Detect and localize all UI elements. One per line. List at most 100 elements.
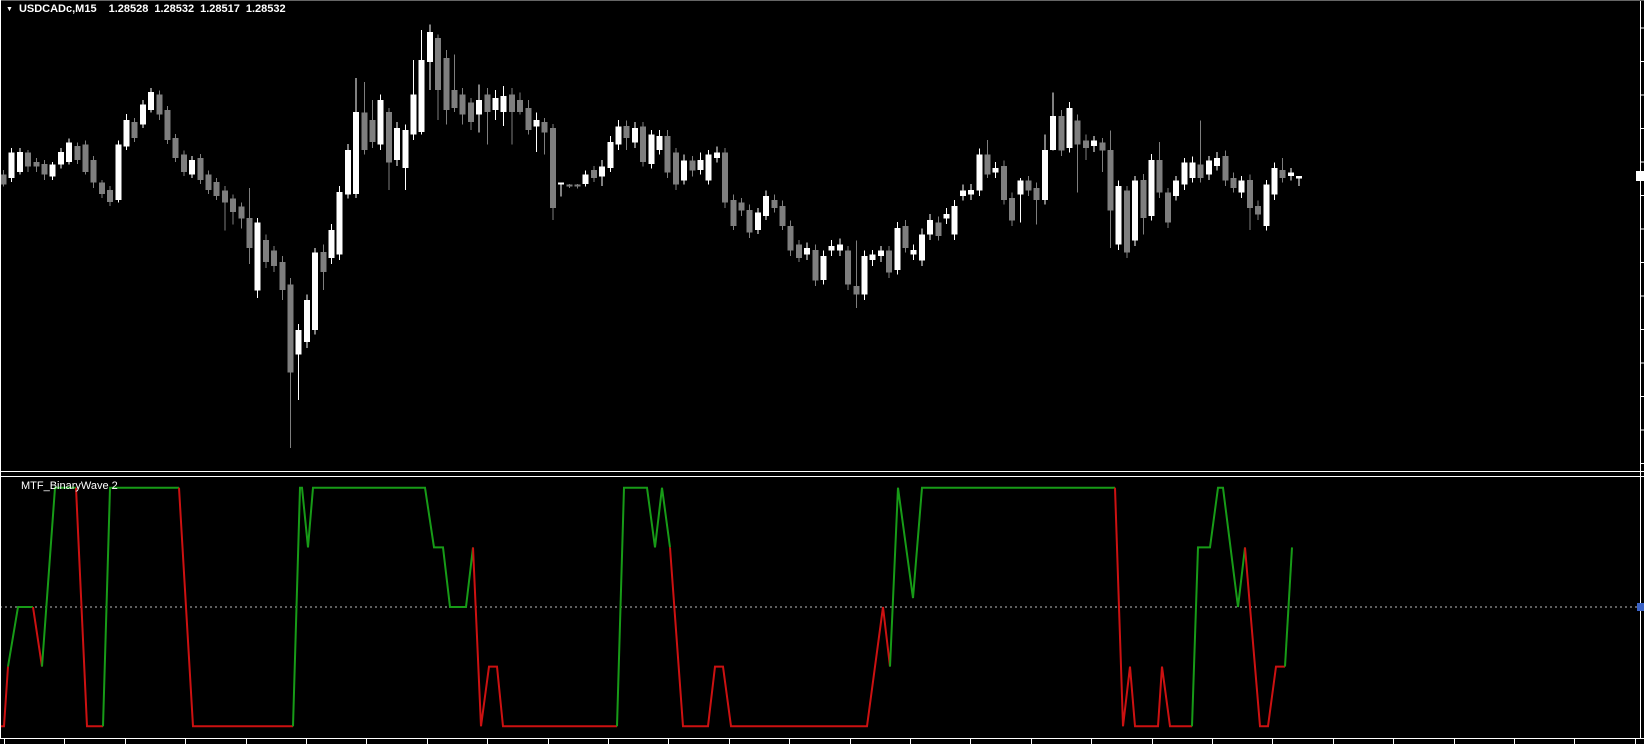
candle [1246,174,1253,230]
candle [451,54,458,112]
candle [16,148,23,175]
candle [262,234,269,268]
candle [246,188,253,264]
candle [377,94,384,150]
candle [1197,120,1204,183]
candle [328,224,335,264]
candle [984,140,991,178]
candle [279,256,286,300]
candle [607,136,614,172]
time-axis[interactable] [0,738,1644,744]
candle [861,250,868,300]
candle [763,190,770,220]
candle [221,186,228,231]
candle [943,208,950,224]
candle [541,118,548,155]
candle [574,184,581,189]
candle [549,124,556,220]
candle [336,186,343,260]
candle [968,184,975,200]
candle [910,244,917,260]
candle [213,178,220,200]
candle [623,120,630,150]
candle [566,184,573,188]
candle [189,156,196,178]
candle [1041,134,1048,205]
candle [66,138,73,165]
candle [369,100,376,148]
wave-segment-down [178,487,293,728]
candle [1115,180,1122,250]
candle [902,220,909,253]
candle [8,148,15,182]
indicator-value-marker [1637,603,1644,611]
candle [90,156,97,188]
pane-separator[interactable] [0,471,1644,477]
candle [271,246,278,272]
candle [49,162,56,180]
candle [615,120,622,150]
candle [57,148,64,169]
candle [1263,180,1270,231]
candle [730,194,737,230]
candle [123,114,130,150]
candle [410,60,417,140]
candle [631,122,638,148]
candle [1296,176,1303,186]
wave-segment-up [7,606,33,667]
candle [1287,168,1294,181]
ohlc-open-value: 1.28528 [108,3,149,15]
wave-segment-down [32,606,43,667]
wave-segment-down [1244,547,1285,728]
candle [1099,138,1106,172]
wave-segment-down [75,487,103,728]
candle [1091,136,1098,152]
candle [1238,176,1245,198]
main-chart-pane[interactable] [0,24,1303,448]
candle [467,98,474,130]
candle [1205,156,1212,180]
candle [836,238,843,256]
candle [959,184,966,201]
candle [33,158,40,172]
candle [1017,178,1024,223]
candle [74,142,81,164]
candle [927,214,934,240]
candle [1082,134,1089,160]
ohlc-low-value: 1.28517 [200,3,240,15]
candle [664,130,671,178]
candle [746,204,753,238]
candle [402,124,409,190]
collapse-arrow-icon[interactable]: ▼ [6,5,13,13]
candle [303,294,310,348]
candle [525,100,532,135]
candle [1156,142,1163,198]
candle [131,118,138,142]
candle [705,150,712,185]
candle [115,140,122,203]
candle [1058,110,1065,156]
candle [558,182,565,197]
candle [869,250,876,266]
candle [1066,102,1073,153]
candle [779,200,786,230]
candle [845,246,852,290]
candle [1123,186,1130,258]
candle [1189,156,1196,183]
ohlc-close-value: 1.28532 [245,3,286,15]
wave-segment-up [292,486,474,727]
candle [1230,172,1237,193]
current-price-marker [1636,171,1644,181]
candle [459,88,466,125]
price-axis[interactable] [1636,1,1644,738]
wave-segment-down [669,547,891,728]
candle [697,152,704,175]
candle [853,240,860,308]
candle [533,112,540,152]
candle [992,162,999,178]
candle [935,216,942,241]
indicator-pane[interactable] [0,486,1640,728]
candle [344,144,351,199]
ohlc-high-value: 1.28532 [154,3,195,15]
